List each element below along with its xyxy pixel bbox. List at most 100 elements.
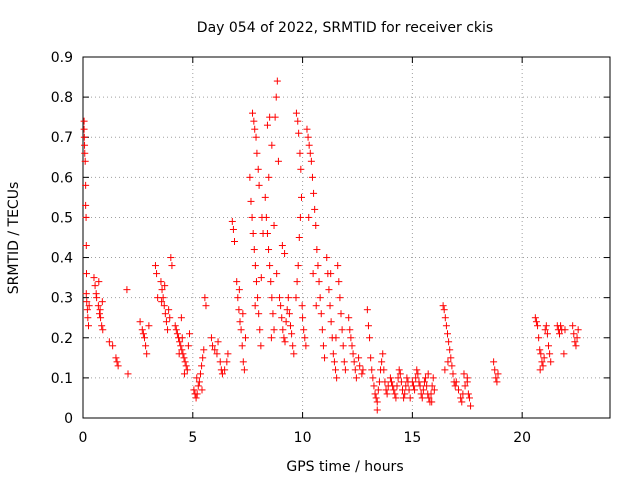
data-point <box>334 262 342 270</box>
data-point <box>292 109 300 117</box>
plot-area <box>82 56 611 419</box>
data-point <box>91 282 99 290</box>
data-point <box>261 193 269 201</box>
data-point <box>199 354 207 362</box>
y-tick-label: 0.5 <box>51 210 73 226</box>
data-point <box>313 246 321 254</box>
data-point <box>347 334 355 342</box>
y-tick-label: 0.8 <box>51 90 73 106</box>
data-point <box>221 366 229 374</box>
data-point <box>412 374 420 382</box>
data-point <box>308 173 316 181</box>
data-point <box>143 350 151 358</box>
data-point <box>332 334 340 342</box>
data-point <box>238 342 246 350</box>
data-point <box>273 270 281 278</box>
data-point <box>422 374 430 382</box>
data-point <box>162 318 170 326</box>
data-point <box>83 306 91 314</box>
data-point <box>295 234 303 241</box>
data-point <box>151 262 159 270</box>
data-point <box>255 310 263 318</box>
chart-title: Day 054 of 2022, SRMTID for receiver cki… <box>197 20 493 36</box>
data-point <box>532 318 540 326</box>
data-point <box>249 109 257 117</box>
y-tick-label: 0.9 <box>51 50 73 66</box>
data-point <box>411 386 419 394</box>
data-point <box>367 354 375 362</box>
data-point <box>93 294 101 302</box>
data-point <box>178 334 186 342</box>
data-point <box>303 125 311 133</box>
data-point <box>207 334 215 342</box>
data-point <box>380 366 388 374</box>
data-point <box>113 358 121 366</box>
data-point <box>250 117 258 125</box>
data-point <box>383 390 391 398</box>
data-point <box>555 330 563 338</box>
data-point <box>311 205 319 213</box>
data-point <box>240 366 248 374</box>
data-point <box>378 358 386 366</box>
data-point <box>452 378 460 386</box>
data-point <box>263 229 271 237</box>
data-point <box>439 302 447 310</box>
data-point <box>200 346 208 354</box>
data-point <box>356 362 364 370</box>
data-point <box>80 117 88 125</box>
data-point <box>139 330 147 338</box>
data-point <box>105 338 113 346</box>
data-point <box>409 382 417 390</box>
data-point <box>140 334 148 342</box>
data-point <box>285 310 293 318</box>
data-point <box>159 294 167 302</box>
data-point <box>268 294 276 302</box>
data-point <box>262 213 270 221</box>
data-point <box>492 374 500 382</box>
data-point <box>267 278 275 286</box>
data-point <box>161 310 169 318</box>
data-point <box>218 370 226 378</box>
data-point <box>305 213 313 221</box>
data-point <box>241 334 249 342</box>
data-point <box>136 318 144 326</box>
data-point <box>319 342 327 350</box>
data-point <box>570 330 578 338</box>
data-point <box>268 141 276 149</box>
data-point <box>369 374 377 382</box>
data-point <box>557 322 565 330</box>
data-point <box>366 334 374 342</box>
data-point <box>290 350 298 358</box>
data-point <box>269 310 277 318</box>
data-point <box>256 326 264 334</box>
data-point <box>547 358 555 366</box>
y-tick-label: 0.2 <box>51 331 73 347</box>
data-point <box>441 314 449 322</box>
data-point <box>444 358 452 366</box>
data-point <box>237 326 245 334</box>
y-axis-label: SRMTID / TECUs <box>6 182 22 295</box>
data-point <box>395 366 403 374</box>
data-point <box>381 378 389 386</box>
data-point <box>265 173 273 181</box>
data-point <box>297 165 305 173</box>
data-point <box>231 238 239 246</box>
data-point <box>540 354 548 362</box>
data-point <box>296 149 304 157</box>
data-point <box>254 165 262 173</box>
data-point <box>228 217 236 225</box>
data-point <box>418 394 426 402</box>
data-point <box>167 254 175 262</box>
data-point <box>305 141 313 149</box>
data-point <box>198 386 206 394</box>
data-point <box>335 278 343 286</box>
data-point <box>289 342 297 350</box>
data-point <box>180 354 188 362</box>
data-point <box>83 270 91 278</box>
data-point <box>276 294 284 302</box>
data-point <box>463 374 471 382</box>
data-point <box>538 358 546 366</box>
data-point <box>294 117 302 125</box>
data-point <box>277 302 285 310</box>
data-point <box>327 318 335 326</box>
